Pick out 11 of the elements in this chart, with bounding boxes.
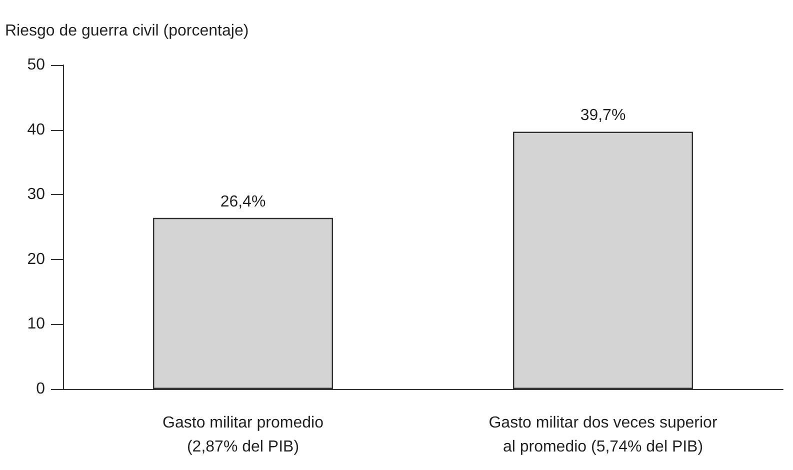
- y-axis-title: Riesgo de guerra civil (porcentaje): [5, 22, 249, 40]
- y-tick-label: 30: [27, 186, 46, 204]
- y-tick-label: 0: [36, 380, 46, 398]
- y-tick-label: 40: [27, 121, 46, 138]
- y-tick-label: 20: [27, 250, 46, 268]
- x-tick-label: Gasto militar dos veces superior al promedio (5,74% del PIB): [488, 414, 718, 456]
- x-tick-label: Gasto militar promedio (2,87% del PIB): [162, 414, 324, 456]
- y-tick-label: 50: [27, 56, 46, 74]
- data-label: 26,4%: [220, 193, 266, 210]
- y-tick-label: 10: [27, 316, 46, 333]
- data-label: 39,7%: [580, 107, 626, 124]
